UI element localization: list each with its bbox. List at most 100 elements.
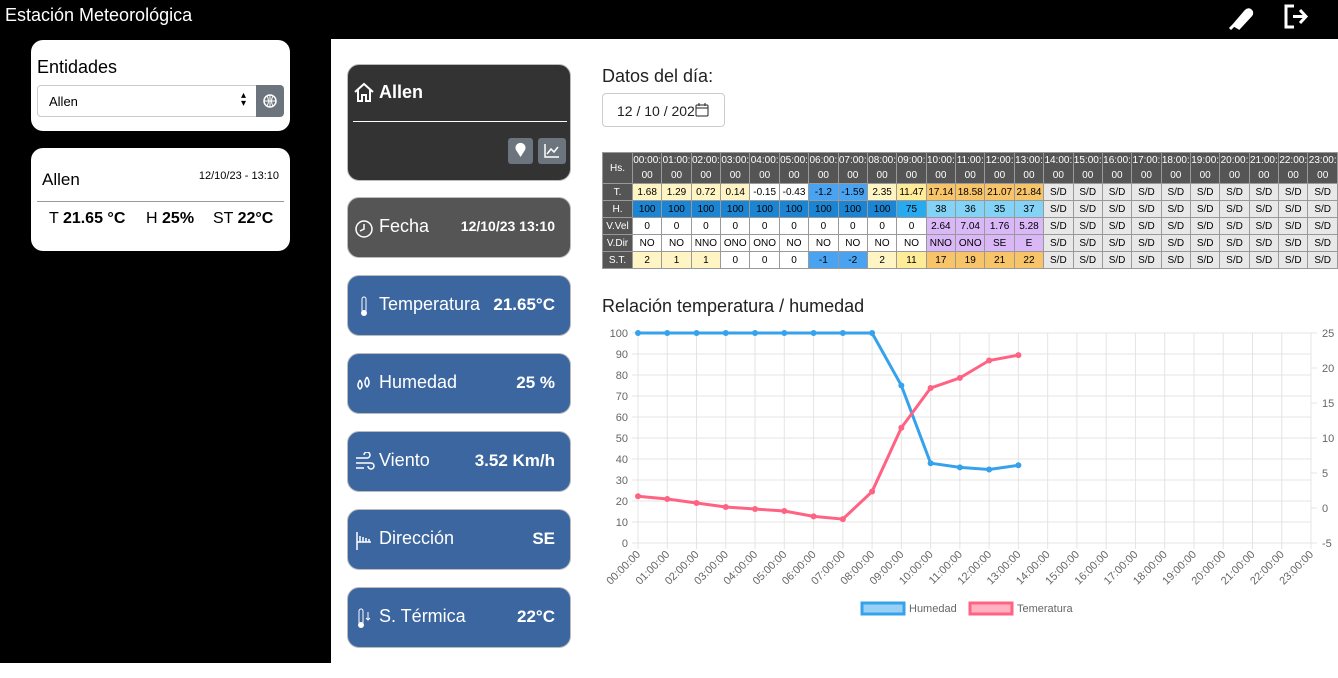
hour-header: 10:00:00 xyxy=(925,152,957,184)
table-cell: 0 xyxy=(866,217,898,235)
point xyxy=(752,330,759,336)
table-cell: SE xyxy=(984,234,1015,252)
globe-button[interactable] xyxy=(256,85,284,117)
date-input[interactable]: 12 / 10 / 202 xyxy=(602,93,725,127)
table-cell: S/D xyxy=(1189,183,1221,201)
table-cell: S/D xyxy=(1189,251,1221,269)
card-value: 12/10/23 13:10 xyxy=(460,218,555,234)
table-cell: 100 xyxy=(749,200,780,218)
map-button[interactable] xyxy=(508,138,533,164)
table-cell: NO xyxy=(837,234,868,252)
table-cell: 100 xyxy=(808,200,839,218)
hour-header: 05:00:00 xyxy=(778,152,810,184)
point xyxy=(752,506,759,513)
station-name: Allen xyxy=(42,170,80,189)
point xyxy=(927,385,934,392)
point xyxy=(664,495,671,502)
card-value: 3.52 Km/h xyxy=(474,451,555,470)
table-cell: 7.04 xyxy=(955,217,986,235)
hour-header: 18:00:00 xyxy=(1160,152,1191,184)
table-cell: S/D xyxy=(1219,183,1250,201)
y-tick-label: 30 xyxy=(616,475,628,487)
y-tick-label: 100 xyxy=(610,328,628,340)
table-cell: S/D xyxy=(1043,234,1074,252)
table-cell: S/D xyxy=(1278,200,1309,218)
card-label: Humedad xyxy=(379,372,458,392)
station-panel: Allen xyxy=(347,64,571,181)
card-value: 25 % xyxy=(516,373,555,392)
table-cell: 38 xyxy=(925,200,957,218)
info-card: Viento 3.52 Km/h xyxy=(347,431,571,492)
hour-header: 16:00:00 xyxy=(1101,152,1133,184)
station-card[interactable]: Allen 12/10/23 - 13:10 T 21.65 °C H 25% … xyxy=(31,148,290,251)
legend-label: Humedad xyxy=(909,603,957,615)
point xyxy=(898,382,905,389)
table-cell: S/D xyxy=(1160,183,1191,201)
table-cell: S/D xyxy=(1043,183,1074,201)
table-cell: 17 xyxy=(925,251,957,269)
chart-button[interactable] xyxy=(538,138,566,164)
table-cell: 2.35 xyxy=(866,183,898,201)
table-cell: S/D xyxy=(1189,217,1221,235)
table-cell: 2 xyxy=(631,251,663,269)
table-cell: -1 xyxy=(808,251,839,269)
table-cell: 0 xyxy=(720,217,751,235)
t-label: T xyxy=(49,210,59,227)
table-cell: S/D xyxy=(1189,200,1221,218)
table-cell: 100 xyxy=(778,200,810,218)
table-cell: 100 xyxy=(720,200,751,218)
y-tick-label: 50 xyxy=(616,433,628,445)
point xyxy=(635,493,641,500)
y-tick-label: 40 xyxy=(616,454,628,466)
table-cell: 0 xyxy=(778,217,810,235)
point xyxy=(693,330,700,336)
y2-tick-label: 0 xyxy=(1322,503,1328,515)
hour-header: 07:00:00 xyxy=(837,152,868,184)
table-cell: S/D xyxy=(1101,251,1133,269)
table-cell: 0 xyxy=(808,217,839,235)
table-row: T. 1.68 1.29 0.72 0.14 -0.15 -0.43 -1.2 -1.59 2.3… xyxy=(602,183,1338,201)
logout-icon[interactable] xyxy=(1282,2,1312,32)
sensor-icon[interactable] xyxy=(1226,2,1256,32)
table-cell: S/D xyxy=(1248,251,1280,269)
point xyxy=(693,499,700,506)
table-cell: NO xyxy=(661,234,692,252)
sidebar: Entidades Allen ▴ ▾ Allen 12/10/23 - 13:10… xyxy=(0,39,331,663)
table-cell: S/D xyxy=(1072,200,1103,218)
table-cell: S/D xyxy=(1043,251,1074,269)
table-cell: -0.15 xyxy=(749,183,780,201)
table-cell: 1.68 xyxy=(631,183,663,201)
table-cell: 2.64 xyxy=(925,217,957,235)
chart-title: Relación temperatura / humedad xyxy=(602,296,865,316)
table-cell: 21 xyxy=(984,251,1015,269)
table-cell: S/D xyxy=(1278,251,1309,269)
table-cell: -1.59 xyxy=(837,183,868,201)
table-corner: Hs. xyxy=(602,152,633,184)
t-value: 21.65 °C xyxy=(62,210,126,227)
y2-tick-label: 5 xyxy=(1322,468,1328,480)
table-cell: S/D xyxy=(1160,251,1191,269)
table-cell: NO xyxy=(808,234,839,252)
table-cell: S/D xyxy=(1219,251,1250,269)
point xyxy=(869,488,876,495)
table-cell: S/D xyxy=(1131,200,1162,218)
hour-header: 06:00:00 xyxy=(808,152,839,184)
table-cell: S/D xyxy=(1248,217,1280,235)
point xyxy=(635,330,641,336)
table-row: S.T. 2 1 1 0 0 0 -1 -2 2 11 17 19 21 22 S/D S/D S/D S/D S/D… xyxy=(602,251,1338,269)
hour-header: 09:00:00 xyxy=(896,152,927,184)
entity-select[interactable]: Allen ▴ ▾ xyxy=(37,85,257,117)
table-cell: 21.84 xyxy=(1013,183,1045,201)
hour-header: 12:00:00 xyxy=(984,152,1015,184)
hour-header: 01:00:00 xyxy=(661,152,692,184)
table-cell: ONO xyxy=(720,234,751,252)
hour-header: 14:00:00 xyxy=(1043,152,1074,184)
y2-tick-label: 25 xyxy=(1322,328,1334,340)
y-tick-label: 0 xyxy=(622,538,628,550)
point xyxy=(956,374,963,381)
daily-table: Hs. 00:00:00 01:00:00 02:00:00 03:00:00 04:00… xyxy=(602,152,1338,269)
table-cell: 100 xyxy=(661,200,692,218)
table-cell: 5.28 xyxy=(1013,217,1045,235)
table-cell: 100 xyxy=(866,200,898,218)
